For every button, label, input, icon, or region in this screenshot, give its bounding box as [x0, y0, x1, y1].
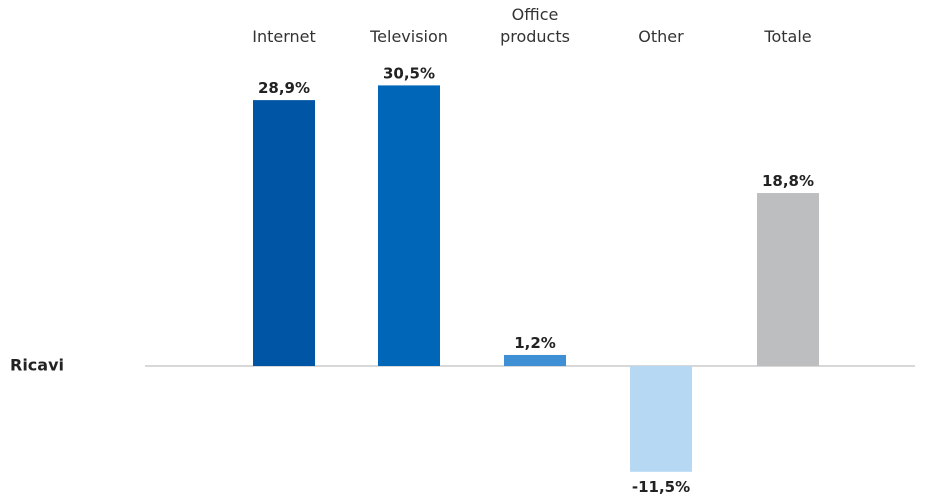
category-label-1: Television — [369, 27, 448, 46]
value-label-4: 18,8% — [762, 172, 814, 190]
bar-1 — [378, 85, 440, 367]
bar-2 — [504, 354, 566, 366]
value-label-1: 30,5% — [383, 64, 435, 82]
value-label-2: 1,2% — [514, 334, 556, 352]
bar-3 — [630, 366, 692, 472]
category-label-4: Totale — [763, 27, 811, 46]
category-label-0: Internet — [252, 27, 316, 46]
value-label-0: 28,9% — [258, 79, 310, 97]
category-label-3: Other — [638, 27, 684, 46]
row-label-ricavi: Ricavi — [10, 356, 64, 375]
category-label-2: Office products — [500, 5, 570, 46]
bar-4 — [757, 193, 819, 366]
bar-0 — [253, 100, 315, 367]
value-label-3: -11,5% — [632, 478, 690, 496]
